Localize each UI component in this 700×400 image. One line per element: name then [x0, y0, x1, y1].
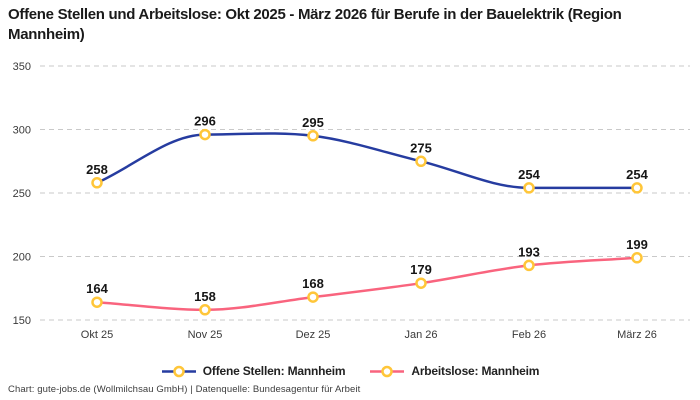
- legend-line-marker-swatch: [370, 365, 405, 377]
- y-axis-tick-label: 350: [13, 61, 31, 73]
- legend-label-arbeitslose: Arbeitslose: Mannheim: [411, 364, 540, 378]
- data-point-marker: [523, 182, 535, 194]
- series-line: [95, 132, 639, 190]
- y-axis-tick-label: 300: [13, 125, 31, 137]
- data-point-label: 168: [302, 276, 324, 291]
- data-point-marker: [199, 128, 211, 141]
- data-point-label: 254: [518, 167, 540, 182]
- y-axis-tick-label: 250: [13, 188, 31, 200]
- data-point-label: 179: [410, 262, 432, 277]
- y-axis-tick-label: 150: [13, 315, 31, 327]
- data-point-marker: [307, 130, 319, 142]
- chart-title: Offene Stellen und Arbeitslose: Okt 2025…: [8, 6, 622, 43]
- data-point-label: 199: [626, 237, 648, 252]
- data-point-label: 193: [518, 244, 540, 259]
- data-point-label: 275: [410, 140, 432, 155]
- chart-legend: Offene Stellen: Mannheim Arbeitslose: Ma…: [0, 362, 700, 380]
- data-point-marker: [307, 291, 319, 303]
- series-line: [95, 256, 639, 312]
- x-axis-tick-label: Nov 25: [188, 329, 223, 341]
- legend-line-marker-swatch: [161, 365, 196, 377]
- data-point-label: 258: [86, 162, 108, 177]
- x-axis-tick-label: Feb 26: [512, 329, 546, 341]
- data-point-marker: [631, 182, 643, 194]
- x-axis-tick-label: Okt 25: [81, 329, 113, 341]
- legend-item-arbeitslose[interactable]: Arbeitslose: Mannheim: [369, 364, 539, 378]
- data-point-marker: [415, 277, 427, 289]
- y-axis-tick-label: 200: [13, 252, 31, 264]
- data-point-marker: [631, 252, 643, 264]
- x-axis-tick-label: Dez 25: [296, 329, 331, 341]
- data-point-marker: [415, 155, 427, 168]
- data-point-marker: [199, 304, 211, 316]
- data-point-marker: [91, 177, 103, 189]
- data-point-label: 296: [194, 114, 216, 129]
- data-point-label: 254: [626, 167, 648, 182]
- chart-source-credit: Chart: gute-jobs.de (Wollmilchsau GmbH) …: [8, 384, 361, 395]
- legend-item-offene-stellen[interactable]: Offene Stellen: Mannheim: [161, 364, 346, 378]
- data-point-label: 164: [86, 281, 108, 296]
- data-point-label: 158: [194, 289, 216, 304]
- x-axis-tick-label: März 26: [617, 329, 657, 341]
- legend-label-offene-stellen: Offene Stellen: Mannheim: [202, 364, 346, 378]
- x-axis-tick-label: Jan 26: [404, 329, 437, 341]
- data-point-marker: [91, 296, 103, 308]
- data-point-label: 295: [302, 115, 324, 130]
- data-point-marker: [523, 259, 535, 272]
